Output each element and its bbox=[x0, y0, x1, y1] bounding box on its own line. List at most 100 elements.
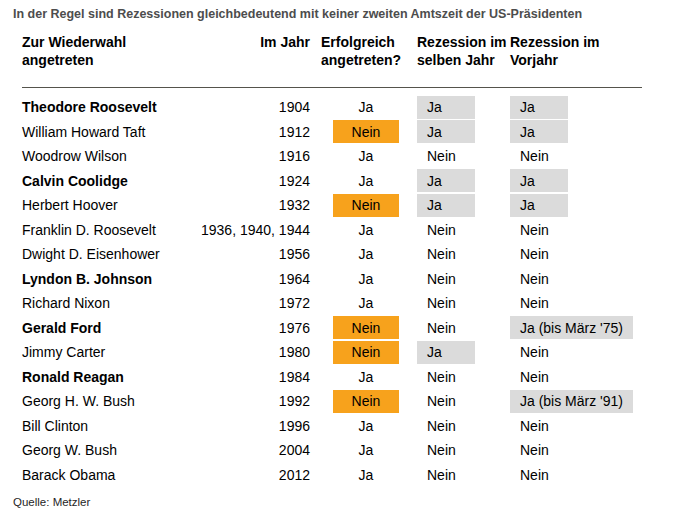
presidents-table: Zur Wiederwahl angetreten Im Jahr Erfolg… bbox=[22, 33, 642, 487]
year-cell: 1980 bbox=[192, 344, 310, 360]
president-name: Herbert Hoover bbox=[22, 197, 192, 213]
rezession-vorjahr-cell: Nein bbox=[510, 463, 642, 486]
rezession-selbes-jahr-cell: Nein bbox=[415, 243, 510, 266]
president-name: Theodore Roosevelt bbox=[22, 99, 192, 115]
erfolgreich-cell: Ja bbox=[310, 243, 415, 266]
president-name: Georg H. W. Bush bbox=[22, 393, 192, 409]
president-name: Franklin D. Roosevelt bbox=[22, 222, 192, 238]
erfolgreich-cell: Nein bbox=[310, 316, 415, 339]
rezession-vorjahr-badge: Nein bbox=[510, 243, 568, 266]
year-cell: 1924 bbox=[192, 173, 310, 189]
erfolgreich-cell: Ja bbox=[310, 267, 415, 290]
rezession-vorjahr-cell: Ja bbox=[510, 96, 642, 119]
rezession-selbes-jahr-badge: Ja bbox=[417, 341, 475, 364]
erfolgreich-cell: Ja bbox=[310, 169, 415, 192]
president-name: Calvin Coolidge bbox=[22, 173, 192, 189]
rezession-vorjahr-cell: Ja (bis März '75) bbox=[510, 316, 642, 339]
table-row: Lyndon B. Johnson 1964 Ja Nein Nein bbox=[22, 267, 642, 292]
erfolgreich-cell: Ja bbox=[310, 96, 415, 119]
erfolgreich-badge: Ja bbox=[333, 365, 399, 388]
rezession-selbes-jahr-cell: Ja bbox=[415, 169, 510, 192]
rezession-selbes-jahr-cell: Ja bbox=[415, 194, 510, 217]
rezession-selbes-jahr-badge: Nein bbox=[417, 316, 475, 339]
header-erfolgreich: Erfolgreich angetreten? bbox=[310, 33, 415, 69]
erfolgreich-cell: Ja bbox=[310, 365, 415, 388]
rezession-selbes-jahr-cell: Nein bbox=[415, 218, 510, 241]
rezession-vorjahr-badge: Nein bbox=[510, 439, 568, 462]
table-row: Richard Nixon 1972 Ja Nein Nein bbox=[22, 291, 642, 316]
rezession-vorjahr-badge: Nein bbox=[510, 218, 568, 241]
source-note: Quelle: Metzler bbox=[13, 496, 90, 508]
rezession-selbes-jahr-badge: Nein bbox=[417, 390, 475, 413]
table-row: William Howard Taft 1912 Nein Ja Ja bbox=[22, 120, 642, 145]
table-row: Dwight D. Eisenhower 1956 Ja Nein Nein bbox=[22, 242, 642, 267]
year-cell: 1904 bbox=[192, 99, 310, 115]
rezession-selbes-jahr-cell: Nein bbox=[415, 439, 510, 462]
erfolgreich-badge: Ja bbox=[333, 218, 399, 241]
erfolgreich-badge: Ja bbox=[333, 169, 399, 192]
erfolgreich-badge: Ja bbox=[333, 145, 399, 168]
president-name: Bill Clinton bbox=[22, 418, 192, 434]
rezession-vorjahr-badge: Ja (bis März '75) bbox=[510, 316, 633, 339]
rezession-selbes-jahr-cell: Nein bbox=[415, 145, 510, 168]
erfolgreich-cell: Ja bbox=[310, 292, 415, 315]
erfolgreich-cell: Ja bbox=[310, 439, 415, 462]
rezession-selbes-jahr-badge: Nein bbox=[417, 267, 475, 290]
table-row: Herbert Hoover 1932 Nein Ja Ja bbox=[22, 193, 642, 218]
table-row: Theodore Roosevelt 1904 Ja Ja Ja bbox=[22, 95, 642, 120]
table-header: Zur Wiederwahl angetreten Im Jahr Erfolg… bbox=[22, 33, 642, 88]
rezession-vorjahr-badge: Ja bbox=[510, 120, 568, 143]
table-row: Ronald Reagan 1984 Ja Nein Nein bbox=[22, 365, 642, 390]
erfolgreich-badge: Nein bbox=[333, 120, 399, 143]
rezession-selbes-jahr-badge: Ja bbox=[417, 96, 475, 119]
year-cell: 1956 bbox=[192, 246, 310, 262]
president-name: Richard Nixon bbox=[22, 295, 192, 311]
year-cell: 1972 bbox=[192, 295, 310, 311]
year-cell: 1932 bbox=[192, 197, 310, 213]
rezession-selbes-jahr-badge: Nein bbox=[417, 218, 475, 241]
rezession-selbes-jahr-badge: Nein bbox=[417, 145, 475, 168]
president-name: Dwight D. Eisenhower bbox=[22, 246, 192, 262]
president-name: Ronald Reagan bbox=[22, 369, 192, 385]
erfolgreich-badge: Nein bbox=[333, 341, 399, 364]
president-name: Woodrow Wilson bbox=[22, 148, 192, 164]
year-cell: 1936, 1940, 1944 bbox=[192, 222, 310, 238]
table-body: Theodore Roosevelt 1904 Ja Ja Ja William… bbox=[22, 95, 642, 487]
president-name: Lyndon B. Johnson bbox=[22, 271, 192, 287]
table-row: Barack Obama 2012 Ja Nein Nein bbox=[22, 463, 642, 488]
chart-title: In der Regel sind Rezessionen gleichbede… bbox=[13, 7, 582, 21]
rezession-selbes-jahr-badge: Nein bbox=[417, 439, 475, 462]
rezession-vorjahr-badge: Nein bbox=[510, 292, 568, 315]
rezession-selbes-jahr-cell: Ja bbox=[415, 120, 510, 143]
rezession-vorjahr-badge: Nein bbox=[510, 365, 568, 388]
erfolgreich-badge: Ja bbox=[333, 463, 399, 486]
erfolgreich-badge: Ja bbox=[333, 243, 399, 266]
rezession-selbes-jahr-badge: Nein bbox=[417, 463, 475, 486]
rezession-vorjahr-badge: Ja bbox=[510, 96, 568, 119]
president-name: Georg W. Bush bbox=[22, 442, 192, 458]
table-row: Calvin Coolidge 1924 Ja Ja Ja bbox=[22, 169, 642, 194]
rezession-selbes-jahr-cell: Ja bbox=[415, 341, 510, 364]
rezession-vorjahr-cell: Ja bbox=[510, 120, 642, 143]
erfolgreich-cell: Nein bbox=[310, 194, 415, 217]
rezession-selbes-jahr-badge: Nein bbox=[417, 292, 475, 315]
table-row: Jimmy Carter 1980 Nein Ja Nein bbox=[22, 340, 642, 365]
rezession-vorjahr-cell: Nein bbox=[510, 414, 642, 437]
president-name: Barack Obama bbox=[22, 467, 192, 483]
table-row: Bill Clinton 1996 Ja Nein Nein bbox=[22, 414, 642, 439]
year-cell: 1916 bbox=[192, 148, 310, 164]
rezession-selbes-jahr-badge: Nein bbox=[417, 365, 475, 388]
rezession-vorjahr-badge: Ja bbox=[510, 169, 568, 192]
rezession-selbes-jahr-cell: Nein bbox=[415, 414, 510, 437]
erfolgreich-badge: Nein bbox=[333, 390, 399, 413]
rezession-vorjahr-badge: Nein bbox=[510, 414, 568, 437]
erfolgreich-badge: Nein bbox=[333, 316, 399, 339]
erfolgreich-badge: Ja bbox=[333, 439, 399, 462]
year-cell: 1976 bbox=[192, 320, 310, 336]
header-zur-wiederwahl: Zur Wiederwahl angetreten bbox=[22, 33, 192, 69]
rezession-vorjahr-cell: Nein bbox=[510, 145, 642, 168]
rezession-selbes-jahr-badge: Nein bbox=[417, 414, 475, 437]
rezession-selbes-jahr-cell: Nein bbox=[415, 292, 510, 315]
table-row: Georg W. Bush 2004 Ja Nein Nein bbox=[22, 438, 642, 463]
erfolgreich-badge: Ja bbox=[333, 414, 399, 437]
